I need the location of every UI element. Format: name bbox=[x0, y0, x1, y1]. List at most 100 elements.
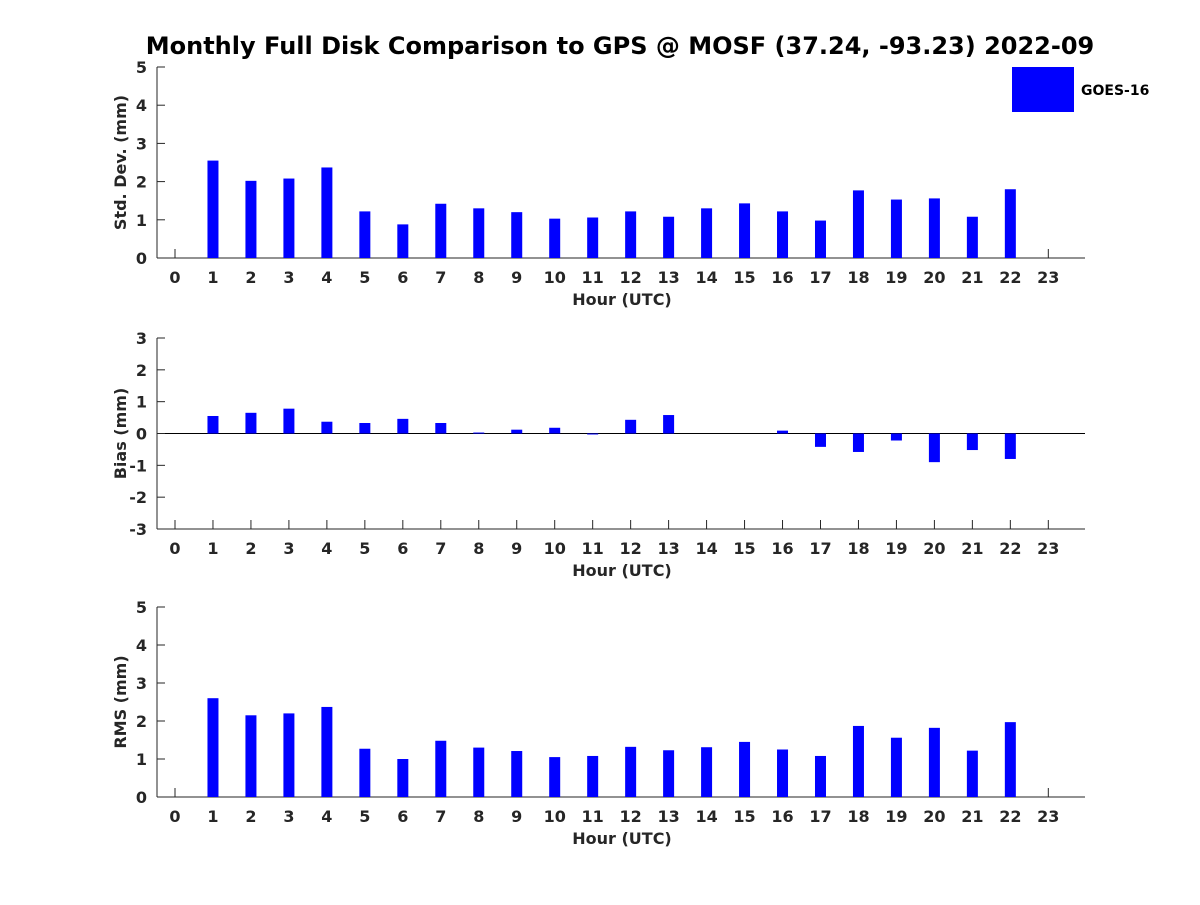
y-tick-label: 0 bbox=[136, 788, 147, 807]
bar-hour-11 bbox=[587, 217, 599, 258]
x-tick-label: 14 bbox=[695, 539, 717, 558]
y-tick-label: 1 bbox=[136, 750, 147, 769]
x-tick-label: 16 bbox=[771, 807, 793, 826]
x-tick-label: 6 bbox=[397, 807, 408, 826]
x-tick-label: 13 bbox=[657, 539, 679, 558]
bar-hour-21 bbox=[966, 750, 978, 797]
y-tick-label: 4 bbox=[136, 636, 147, 655]
bar-hour-7 bbox=[435, 740, 447, 797]
y-tick-label: 0 bbox=[136, 425, 147, 444]
x-tick-label: 7 bbox=[435, 268, 446, 287]
bar-hour-3 bbox=[283, 408, 295, 434]
x-tick-label: 16 bbox=[771, 268, 793, 287]
bar-hour-21 bbox=[966, 433, 978, 451]
x-tick-label: 6 bbox=[397, 268, 408, 287]
bar-hour-10 bbox=[549, 218, 561, 258]
x-tick-label: 16 bbox=[771, 539, 793, 558]
x-tick-label: 23 bbox=[1037, 539, 1059, 558]
bar-hour-10 bbox=[549, 427, 561, 434]
bar-hour-2 bbox=[245, 180, 257, 258]
x-tick-label: 4 bbox=[321, 539, 332, 558]
x-tick-label: 12 bbox=[620, 807, 642, 826]
x-tick-label: 11 bbox=[582, 807, 604, 826]
x-tick-label: 23 bbox=[1037, 807, 1059, 826]
bar-hour-5 bbox=[359, 211, 371, 258]
legend: GOES-16 bbox=[1012, 67, 1149, 112]
y-tick-label: 5 bbox=[136, 58, 147, 77]
bar-hour-15 bbox=[739, 741, 751, 797]
x-tick-label: 3 bbox=[283, 539, 294, 558]
bar-hour-1 bbox=[207, 415, 219, 434]
bar-hour-6 bbox=[397, 224, 409, 258]
x-tick-label: 12 bbox=[620, 268, 642, 287]
bar-hour-1 bbox=[207, 698, 219, 797]
x-tick-label: 11 bbox=[582, 539, 604, 558]
bar-hour-8 bbox=[473, 208, 485, 258]
bar-hour-12 bbox=[625, 211, 637, 258]
bar-hour-12 bbox=[625, 419, 637, 434]
y-tick-label: 2 bbox=[136, 361, 147, 380]
bar-hour-7 bbox=[435, 203, 447, 258]
x-tick-label: 4 bbox=[321, 807, 332, 826]
bar-hour-9 bbox=[511, 212, 523, 258]
bar-hour-22 bbox=[1004, 189, 1016, 258]
bar-hour-14 bbox=[701, 208, 713, 258]
x-tick-label: 21 bbox=[961, 539, 983, 558]
bar-hour-20 bbox=[928, 727, 940, 797]
x-tick-label: 11 bbox=[582, 268, 604, 287]
bar-hour-19 bbox=[890, 433, 902, 441]
bar-hour-17 bbox=[814, 755, 826, 797]
x-tick-label: 12 bbox=[620, 539, 642, 558]
y-tick-label: -2 bbox=[129, 488, 147, 507]
x-axis-label: Hour (UTC) bbox=[572, 290, 672, 309]
x-tick-label: 17 bbox=[809, 268, 831, 287]
bar-hour-15 bbox=[739, 203, 751, 258]
x-tick-label: 19 bbox=[885, 268, 907, 287]
bar-hour-16 bbox=[777, 430, 789, 434]
bar-hour-8 bbox=[473, 747, 485, 797]
x-tick-label: 10 bbox=[544, 539, 566, 558]
x-axis-label: Hour (UTC) bbox=[572, 561, 672, 580]
y-tick-label: 3 bbox=[136, 329, 147, 348]
x-tick-label: 8 bbox=[473, 807, 484, 826]
bar-hour-13 bbox=[663, 750, 675, 797]
y-tick-label: -3 bbox=[129, 520, 147, 539]
x-tick-label: 18 bbox=[847, 807, 869, 826]
x-tick-label: 1 bbox=[207, 268, 218, 287]
x-tick-label: 2 bbox=[245, 539, 256, 558]
bar-hour-13 bbox=[663, 415, 675, 434]
bar-hour-4 bbox=[321, 421, 333, 434]
bar-hour-10 bbox=[549, 757, 561, 797]
bar-hour-21 bbox=[966, 216, 978, 258]
x-axis-label: Hour (UTC) bbox=[572, 829, 672, 848]
x-tick-label: 15 bbox=[733, 539, 755, 558]
x-tick-label: 21 bbox=[961, 268, 983, 287]
x-tick-label: 20 bbox=[923, 807, 945, 826]
y-tick-label: 2 bbox=[136, 173, 147, 192]
bar-hour-16 bbox=[777, 749, 789, 797]
y-tick-label: 1 bbox=[136, 211, 147, 230]
bar-hour-5 bbox=[359, 422, 371, 434]
y-axis-label: RMS (mm) bbox=[111, 655, 130, 748]
bar-hour-9 bbox=[511, 751, 523, 797]
x-tick-label: 20 bbox=[923, 268, 945, 287]
y-tick-label: 4 bbox=[136, 96, 147, 115]
bar-hour-12 bbox=[625, 746, 637, 797]
x-tick-label: 14 bbox=[695, 807, 717, 826]
x-tick-label: 0 bbox=[169, 539, 180, 558]
x-tick-label: 22 bbox=[999, 807, 1021, 826]
bar-hour-18 bbox=[852, 433, 864, 452]
legend-label: GOES-16 bbox=[1081, 83, 1149, 99]
x-tick-label: 22 bbox=[999, 268, 1021, 287]
bar-hour-16 bbox=[777, 211, 789, 258]
x-tick-label: 17 bbox=[809, 539, 831, 558]
x-tick-label: 1 bbox=[207, 807, 218, 826]
y-tick-label: 0 bbox=[136, 249, 147, 268]
y-axis-label: Std. Dev. (mm) bbox=[111, 95, 130, 230]
bar-hour-13 bbox=[663, 216, 675, 258]
bar-hour-3 bbox=[283, 178, 295, 258]
bar-hour-9 bbox=[511, 429, 523, 434]
